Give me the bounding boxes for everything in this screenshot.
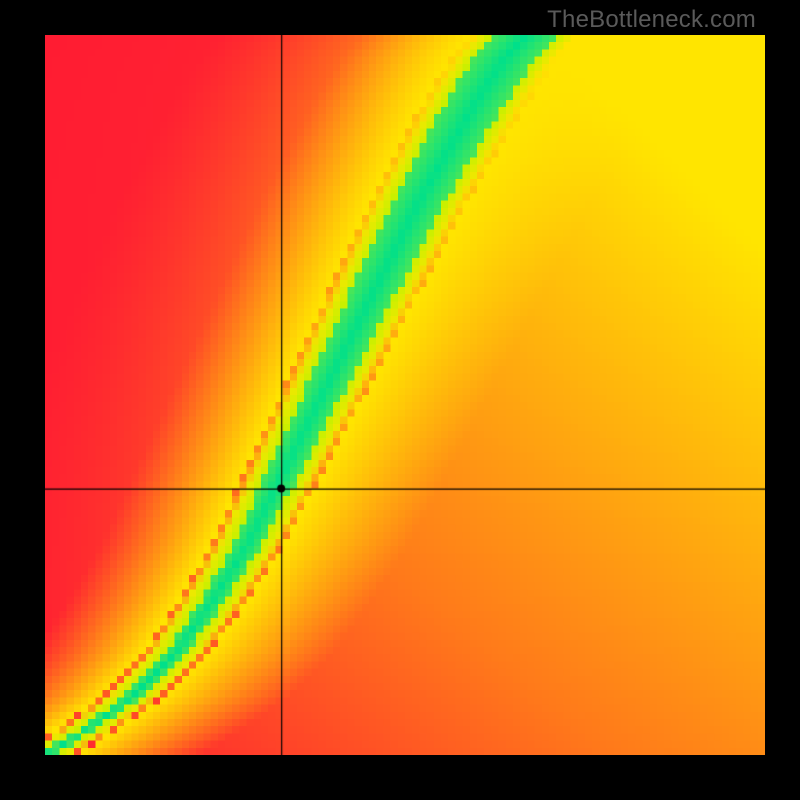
watermark-text: TheBottleneck.com (547, 6, 756, 34)
bottleneck-heatmap (45, 35, 765, 755)
chart-container: TheBottleneck.com (0, 0, 800, 800)
